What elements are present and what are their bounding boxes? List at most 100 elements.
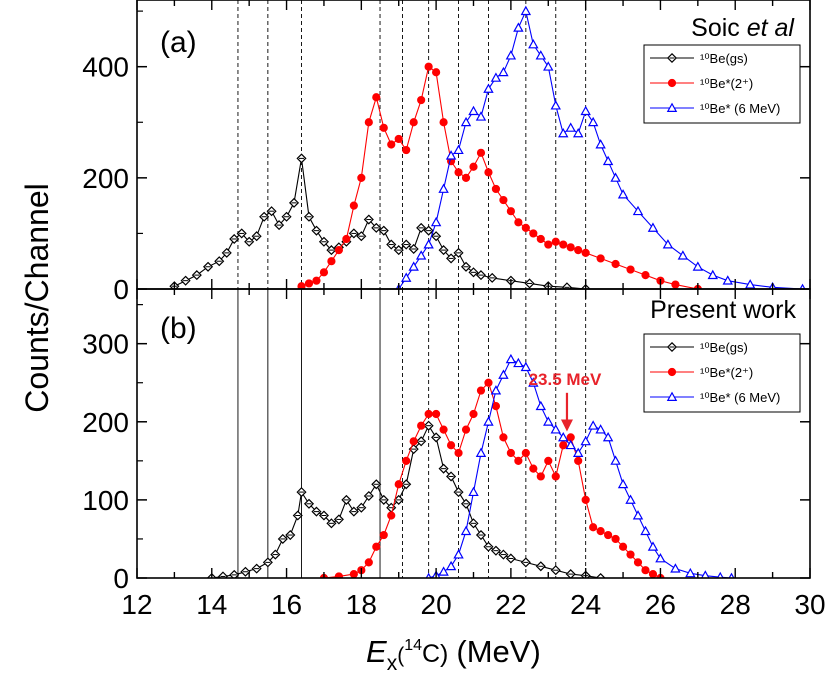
x-tick-label: 16	[271, 589, 302, 620]
triangle-marker	[572, 127, 584, 138]
circle-marker	[529, 464, 538, 473]
panel-a-legend: ¹⁰Be(gs) ¹⁰Be*(2⁺) ¹⁰Be* (6 MeV)	[643, 44, 801, 124]
circle-marker	[461, 173, 471, 182]
triangle-marker	[430, 216, 442, 227]
circle-marker	[476, 148, 486, 157]
circle-marker	[551, 472, 560, 481]
triangle-marker	[595, 424, 606, 434]
series-2plus	[297, 62, 702, 289]
triangle-marker	[587, 116, 599, 127]
triangle-marker	[647, 541, 659, 551]
triangle-marker	[468, 486, 479, 497]
triangle-marker	[438, 566, 449, 576]
panel-a: 0 200 400 (a) Soic et al ¹⁰Be(gs) ¹⁰Be*(2⁺)…	[82, 0, 811, 305]
circle-marker	[402, 145, 411, 155]
circle-marker	[312, 276, 321, 285]
panel-b-annotation: 23.5 MeV	[529, 370, 602, 432]
annotation-arrow-head	[560, 419, 573, 432]
triangle-marker	[550, 100, 561, 110]
x-axis-label-var: E	[366, 634, 387, 669]
circle-marker	[349, 569, 358, 578]
circle-marker	[491, 402, 501, 411]
triangle-marker	[535, 400, 547, 411]
x-axis-label-unit: (MeV)	[456, 634, 540, 669]
panel-a-series	[169, 5, 806, 289]
panel-b-label: (b)	[160, 312, 197, 345]
triangle-marker	[468, 105, 479, 116]
triangle-marker	[535, 50, 547, 60]
triangle-marker	[565, 439, 576, 450]
triangle-marker	[415, 250, 427, 260]
y-tick-label: 0	[113, 563, 129, 594]
series-line	[174, 158, 586, 289]
legend-triangle-marker	[666, 102, 678, 112]
circle-marker	[574, 245, 583, 255]
circle-marker	[529, 229, 538, 238]
circle-marker	[372, 93, 381, 102]
triangle-marker	[520, 5, 532, 16]
triangle-marker	[483, 416, 494, 426]
circle-marker	[334, 245, 343, 255]
circle-marker	[521, 223, 530, 232]
triangle-marker	[722, 275, 733, 285]
x-tick-label: 28	[720, 589, 751, 620]
circle-marker	[596, 254, 605, 263]
circle-marker	[544, 456, 553, 465]
circle-marker	[349, 201, 358, 210]
triangle-marker	[528, 377, 539, 387]
circle-marker	[506, 207, 515, 216]
legend-circle-marker	[667, 367, 677, 377]
triangle-marker	[617, 478, 629, 489]
y-axis-label: Counts/Channel	[19, 183, 55, 412]
x-tick-label: 18	[346, 589, 377, 620]
y-tick-label: 0	[113, 274, 129, 305]
circle-marker	[387, 511, 396, 520]
circle-marker	[417, 95, 426, 105]
panel-b-reference-lines	[237, 289, 587, 578]
circle-marker	[379, 530, 388, 540]
circle-marker	[536, 472, 545, 481]
circle-marker	[461, 425, 471, 434]
x-tick-label: 14	[196, 589, 227, 620]
circle-marker	[319, 268, 329, 277]
panel-a-title-text: Soic	[691, 14, 747, 42]
triangle-marker	[602, 431, 614, 442]
circle-marker	[476, 386, 486, 395]
triangle-marker	[423, 239, 434, 249]
panel-a-y-axis: 0 200 400	[82, 10, 810, 305]
panel-b-title: Present work	[650, 296, 796, 324]
circle-marker	[589, 523, 598, 532]
circle-marker	[439, 118, 448, 127]
triangle-marker	[595, 139, 606, 149]
triangle-marker	[475, 447, 487, 457]
triangle-marker	[528, 39, 539, 49]
legend-label: ¹⁰Be(gs)	[700, 51, 748, 66]
x-axis-label-iso: 14	[404, 637, 422, 654]
circle-marker	[439, 425, 448, 434]
circle-marker	[394, 480, 403, 489]
legend-label: ¹⁰Be* (6 MeV)	[700, 390, 780, 405]
triangle-marker	[400, 272, 412, 282]
triangle-marker	[505, 353, 517, 364]
panel-a-title-italic: et al	[747, 14, 796, 42]
y-tick-label: 100	[82, 485, 129, 516]
y-tick-label: 200	[82, 407, 129, 438]
triangle-marker	[707, 269, 719, 280]
legend-circle-marker	[667, 78, 677, 88]
circle-marker	[469, 162, 478, 171]
triangle-marker	[550, 424, 561, 434]
circle-marker	[342, 234, 351, 244]
triangle-marker	[453, 549, 464, 559]
circle-marker	[559, 441, 568, 450]
triangle-marker	[445, 150, 457, 160]
circle-marker	[581, 248, 590, 257]
legend-label: ¹⁰Be*(2⁺)	[700, 365, 753, 380]
circle-marker	[304, 279, 314, 288]
circle-marker	[633, 558, 643, 567]
circle-marker	[611, 259, 620, 269]
circle-marker	[334, 572, 343, 578]
series-line	[211, 424, 601, 578]
circle-marker	[446, 441, 456, 450]
panel-b-series	[206, 353, 735, 578]
circle-marker	[559, 240, 568, 249]
